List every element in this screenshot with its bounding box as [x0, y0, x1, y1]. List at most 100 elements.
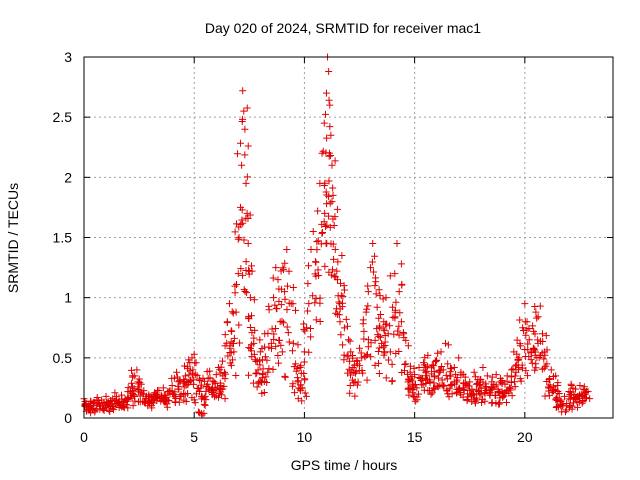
data-point-cluster: [277, 341, 285, 349]
data-point-cluster: [223, 319, 231, 327]
data-point-cluster: [380, 351, 388, 359]
data-point: [256, 348, 264, 356]
data-point-cluster: [330, 255, 338, 263]
data-point-cluster: [301, 376, 309, 384]
data-point-cluster: [312, 258, 320, 266]
data-point: [364, 288, 372, 296]
data-point-cluster: [375, 332, 383, 340]
data-point-cluster: [244, 142, 252, 150]
data-point-cluster: [531, 302, 539, 310]
data-point: [314, 207, 322, 215]
data-point-cluster: [410, 364, 418, 372]
data-point-cluster: [516, 316, 524, 324]
data-point-cluster: [329, 184, 337, 192]
data-point-cluster: [562, 408, 570, 416]
data-point-cluster: [321, 262, 329, 270]
data-point: [241, 125, 249, 133]
data-point-cluster: [559, 401, 567, 409]
data-point: [243, 209, 251, 217]
data-point-cluster: [215, 384, 223, 392]
data-point-cluster: [229, 309, 237, 317]
data-point-cluster: [326, 199, 334, 207]
data-point-cluster: [344, 322, 352, 330]
data-point-cluster: [384, 356, 392, 364]
data-point: [358, 354, 366, 362]
data-point: [201, 392, 209, 400]
data-point-cluster: [397, 260, 405, 268]
data-point-cluster: [201, 401, 209, 409]
data-point-cluster: [246, 211, 254, 219]
data-point: [212, 371, 220, 379]
data-point-cluster: [294, 377, 302, 385]
data-point-cluster: [452, 370, 460, 378]
data-point-cluster: [231, 282, 239, 290]
data-point-cluster: [398, 281, 406, 289]
data-point-cluster: [530, 345, 538, 353]
data-point-cluster: [382, 374, 390, 382]
data-point-cluster: [372, 278, 380, 286]
data-point-cluster: [453, 374, 461, 382]
data-point-cluster: [524, 340, 532, 348]
data-point-cluster: [168, 374, 176, 382]
data-point-cluster: [412, 381, 419, 389]
data-point: [468, 385, 476, 393]
data-point-cluster: [543, 378, 551, 386]
data-point-cluster: [241, 287, 249, 295]
data-point-cluster: [217, 391, 225, 399]
data-point-cluster: [227, 361, 235, 369]
data-point-cluster: [430, 379, 438, 387]
data-point: [406, 368, 414, 376]
data-point-cluster: [172, 394, 180, 402]
data-point-cluster: [322, 223, 330, 231]
data-point-cluster: [401, 361, 409, 369]
data-point-cluster: [364, 302, 372, 310]
data-point-cluster: [198, 411, 206, 419]
data-point: [242, 179, 250, 187]
data-point-cluster: [321, 209, 329, 217]
data-point-cluster: [388, 360, 396, 368]
data-point-cluster: [380, 343, 388, 351]
data-point-cluster: [542, 332, 550, 340]
data-point-cluster: [239, 271, 247, 279]
data-point: [552, 372, 560, 380]
data-point: [239, 87, 247, 95]
data-point-cluster: [376, 333, 384, 341]
data-point-cluster: [448, 365, 456, 373]
data-point-cluster: [432, 357, 440, 365]
data-point: [393, 240, 401, 248]
data-point-cluster: [221, 375, 229, 383]
data-point-cluster: [367, 339, 375, 347]
data-point-cluster: [81, 401, 89, 409]
data-point-cluster: [404, 342, 412, 350]
data-point-cluster: [289, 382, 297, 390]
data-point: [483, 372, 491, 380]
data-point-cluster: [494, 387, 502, 395]
data-point-cluster: [105, 406, 113, 414]
data-point-cluster: [306, 325, 314, 333]
data-point-cluster: [423, 372, 431, 380]
data-point-cluster: [222, 370, 230, 378]
data-point-cluster: [325, 193, 333, 201]
data-point-cluster: [198, 381, 206, 389]
data-point-cluster: [329, 266, 337, 274]
data-point: [327, 131, 335, 139]
data-point-cluster: [488, 373, 496, 381]
tick-labels: 0 0.5 1 1.5 2 2.5 3 0 5 10 15 20: [53, 49, 533, 445]
data-point-cluster: [545, 384, 553, 392]
data-point-cluster: [475, 380, 483, 388]
data-point-cluster: [256, 377, 264, 385]
data-point-cluster: [509, 365, 517, 373]
data-point-cluster: [261, 353, 269, 361]
data-point-cluster: [346, 389, 354, 397]
data-point-cluster: [520, 327, 528, 335]
data-point-cluster: [272, 342, 280, 350]
data-point: [470, 368, 478, 376]
data-point-cluster: [495, 399, 503, 407]
data-point-cluster: [180, 362, 188, 370]
data-point-cluster: [221, 331, 229, 339]
x-tick-label: 5: [190, 429, 198, 445]
data-point: [492, 371, 500, 379]
data-point-cluster: [335, 311, 343, 319]
data-point: [342, 315, 350, 323]
data-point-cluster: [516, 375, 524, 383]
